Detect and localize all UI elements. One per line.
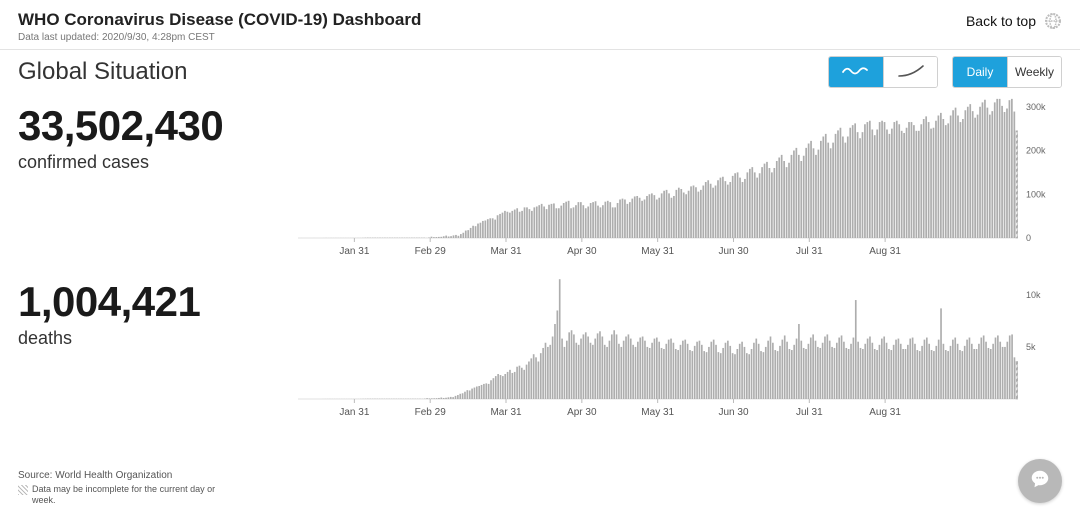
svg-text:Jul 31: Jul 31	[796, 407, 823, 418]
page-title: WHO Coronavirus Disease (COVID-19) Dashb…	[18, 10, 421, 30]
confirmed-cases-label: confirmed cases	[18, 152, 298, 173]
svg-text:Apr 30: Apr 30	[567, 246, 597, 257]
deaths-label: deaths	[18, 328, 298, 349]
scale-toggle-group	[828, 56, 938, 88]
chat-icon	[1029, 468, 1051, 495]
svg-text:Aug 31: Aug 31	[869, 407, 901, 418]
svg-text:Apr 30: Apr 30	[567, 407, 597, 418]
svg-text:Feb 29: Feb 29	[415, 407, 447, 418]
svg-text:May 31: May 31	[641, 407, 674, 418]
linear-scale-button[interactable]	[829, 57, 883, 87]
deaths-value: 1,004,421	[18, 280, 298, 324]
svg-text:0: 0	[1026, 233, 1031, 243]
period-toggle-group: Daily Weekly	[952, 56, 1062, 88]
cases-bar-chart: 0 100k 200k 300k Jan 31 Feb 29 Mar 31 Apr 30 May…	[298, 90, 1058, 260]
section-title: Global Situation	[18, 58, 187, 86]
svg-text:200k: 200k	[1026, 146, 1046, 156]
last-updated: Data last updated: 2020/9/30, 4:28pm CES…	[18, 32, 421, 43]
svg-text:Mar 31: Mar 31	[490, 407, 522, 418]
svg-text:Aug 31: Aug 31	[869, 246, 901, 257]
svg-text:Jul 31: Jul 31	[796, 246, 823, 257]
svg-text:Jun 30: Jun 30	[718, 407, 748, 418]
curve-icon	[896, 64, 926, 81]
svg-text:100k: 100k	[1026, 189, 1046, 199]
back-to-top-label: Back to top	[966, 13, 1036, 29]
svg-text:Jun 30: Jun 30	[718, 246, 748, 257]
svg-text:10k: 10k	[1026, 290, 1041, 300]
back-to-top-link[interactable]: Back to top	[966, 12, 1062, 30]
header-divider	[0, 49, 1080, 50]
source-label: Source: World Health Organization	[18, 469, 238, 482]
log-scale-button[interactable]	[883, 57, 937, 87]
svg-text:Feb 29: Feb 29	[415, 246, 447, 257]
svg-text:Jan 31: Jan 31	[339, 246, 369, 257]
chat-button[interactable]	[1018, 459, 1062, 503]
svg-text:Jan 31: Jan 31	[339, 407, 369, 418]
svg-text:5k: 5k	[1026, 342, 1036, 352]
svg-text:300k: 300k	[1026, 102, 1046, 112]
weekly-button[interactable]: Weekly	[1007, 57, 1061, 87]
incomplete-data-note: Data may be incomplete for the current d…	[32, 484, 238, 507]
confirmed-cases-value: 33,502,430	[18, 104, 298, 148]
svg-text:May 31: May 31	[641, 246, 674, 257]
globe-icon	[1044, 12, 1062, 30]
wiggle-icon	[841, 64, 871, 81]
svg-text:Mar 31: Mar 31	[490, 246, 522, 257]
deaths-bar-chart: 5k 10k Jan 31 Feb 29 Mar 31 Apr 30 May 31 Jun 3…	[298, 266, 1058, 431]
daily-button[interactable]: Daily	[953, 57, 1007, 87]
hatched-legend-icon	[18, 485, 28, 495]
